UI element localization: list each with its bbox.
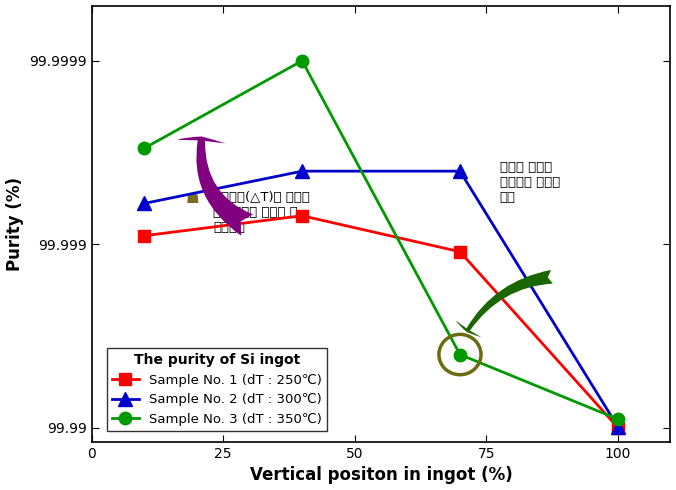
- Legend: Sample No. 1 (dT : 250℃), Sample No. 2 (dT : 300℃), Sample No. 3 (dT : 350℃): Sample No. 1 (dT : 250℃), Sample No. 2 (…: [107, 348, 327, 431]
- X-axis label: Vertical positon in ingot (%): Vertical positon in ingot (%): [249, 466, 512, 485]
- Text: ☗: ☗: [186, 191, 199, 206]
- Text: 온도구배(△T)의 증가에
따라 실리콘 잏곳의 정
련도증가: 온도구배(△T)의 증가에 따라 실리콘 잏곳의 정 련도증가: [213, 191, 310, 234]
- Text: 등축정 결정의
영향으로 정련도
감소: 등축정 결정의 영향으로 정련도 감소: [500, 161, 560, 203]
- Y-axis label: Purity (%): Purity (%): [5, 177, 24, 271]
